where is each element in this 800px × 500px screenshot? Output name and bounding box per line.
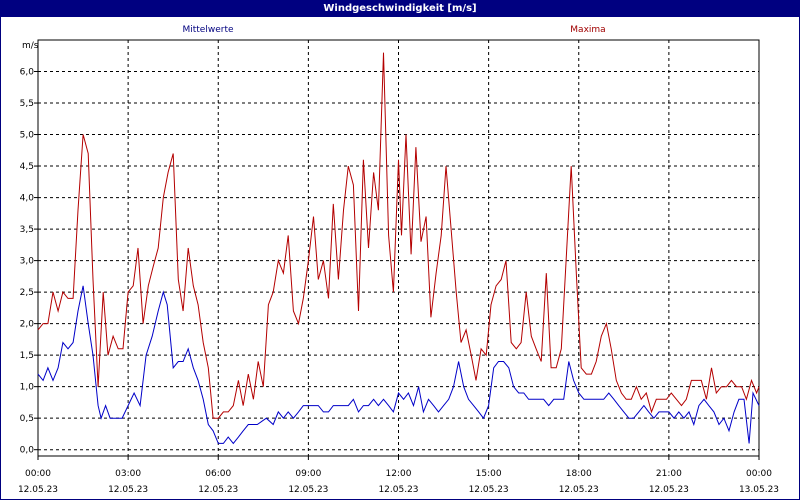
x-tick-date-label: 12.05.23 [559,485,599,495]
y-tick-label: 0,5 [20,414,34,424]
y-tick-label: 3,5 [20,225,34,235]
x-axis-ticks: 00:00 12.05.23 03:00 12.05.23 06:00 12.05.23 0… [18,456,779,495]
series-line-mittelwerte [37,285,760,445]
x-tick-time-label: 09:00 [295,469,321,479]
x-tick-date-label: 12.05.23 [18,485,58,495]
y-tick-label: 1,0 [20,383,35,393]
y-tick-label: 0,0 [20,446,35,456]
x-tick-time-label: 00:00 [746,469,772,479]
y-tick-label: 2,0 [20,320,35,330]
x-tick-date-label: 12.05.23 [469,485,509,495]
y-tick-label: 3,0 [20,257,35,267]
y-tick-label: 4,0 [20,194,35,204]
series-group [37,52,760,445]
x-tick-date-label: 12.05.23 [288,485,328,495]
x-tick-time-label: 03:00 [115,469,141,479]
legend-mean-label: Mittelwerte [182,25,234,35]
x-tick-date-label: 12.05.23 [378,485,418,495]
y-tick-label: 6,0 [20,68,35,78]
x-tick-time-label: 00:00 [25,469,51,479]
series-line-maxima [37,52,760,419]
y-tick-label: 4,5 [20,162,34,172]
x-tick-date-label: 12.05.23 [198,485,238,495]
legend-max-label: Maxima [570,25,606,35]
y-axis-unit-label: m/s [22,41,39,51]
x-tick-time-label: 06:00 [205,469,231,479]
x-tick-date-label: 12.05.23 [108,485,148,495]
x-tick-date-label: 12.05.23 [649,485,689,495]
y-tick-label: 2,5 [20,288,34,298]
y-axis-ticks: 0,0 0,5 1,0 1,5 2,0 2,5 3,0 3,5 4,0 4,5 5,0 5,5 6,0 [20,68,38,456]
x-tick-time-label: 18:00 [566,469,592,479]
x-tick-date-label: 13.05.23 [739,485,779,495]
y-tick-label: 5,0 [20,131,35,141]
y-tick-label: 1,5 [20,351,34,361]
y-tick-label: 5,5 [20,99,34,109]
x-tick-time-label: 15:00 [476,469,502,479]
x-tick-time-label: 21:00 [656,469,682,479]
x-tick-time-label: 12:00 [386,469,412,479]
chart-title: Windgeschwindigkeit [m/s] [0,0,800,17]
